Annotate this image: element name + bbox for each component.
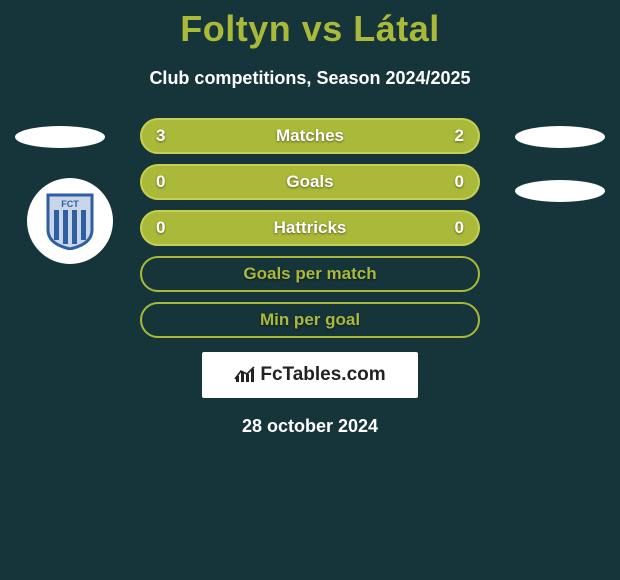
stat-row-goals-per-match: Goals per match bbox=[140, 256, 480, 292]
stat-label: Min per goal bbox=[260, 310, 360, 330]
stat-row-min-per-goal: Min per goal bbox=[140, 302, 480, 338]
stat-row-hattricks: 0 Hattricks 0 bbox=[140, 210, 480, 246]
date-label: 28 october 2024 bbox=[0, 416, 620, 437]
stat-right-value: 2 bbox=[455, 126, 464, 146]
bar-chart-icon bbox=[234, 366, 256, 384]
subtitle: Club competitions, Season 2024/2025 bbox=[0, 68, 620, 89]
stat-right-value: 0 bbox=[455, 172, 464, 192]
page-title: Foltyn vs Látal bbox=[0, 0, 620, 50]
stat-label: Goals bbox=[286, 172, 333, 192]
stat-label: Matches bbox=[276, 126, 344, 146]
stat-left-value: 0 bbox=[156, 218, 165, 238]
stat-row-goals: 0 Goals 0 bbox=[140, 164, 480, 200]
stats-container: 3 Matches 2 0 Goals 0 0 Hattricks 0 Goal… bbox=[0, 118, 620, 437]
fctables-logo[interactable]: FcTables.com bbox=[202, 352, 418, 398]
stat-left-value: 3 bbox=[156, 126, 165, 146]
logo-text: FcTables.com bbox=[260, 364, 385, 386]
stat-right-value: 0 bbox=[455, 218, 464, 238]
stat-left-value: 0 bbox=[156, 172, 165, 192]
stat-label: Hattricks bbox=[274, 218, 347, 238]
stat-label: Goals per match bbox=[243, 264, 376, 284]
stat-row-matches: 3 Matches 2 bbox=[140, 118, 480, 154]
